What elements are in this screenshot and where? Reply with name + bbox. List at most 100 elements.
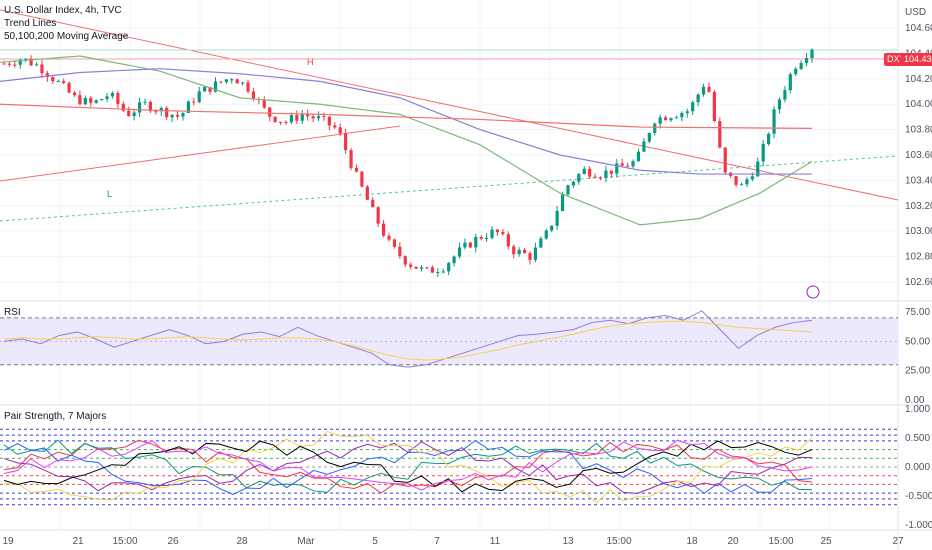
candle-body: [582, 168, 586, 175]
candle-body: [734, 176, 738, 185]
candle-body: [89, 97, 93, 103]
candle-body: [593, 176, 597, 178]
candle-body: [474, 237, 478, 248]
candle-body: [192, 101, 196, 103]
candle-body: [598, 177, 603, 179]
candle-body: [213, 81, 218, 92]
candle-body: [712, 92, 716, 122]
candle-body: [322, 116, 326, 118]
candle-body: [788, 74, 792, 91]
time-tick-label: 13: [562, 536, 574, 547]
candle-body: [571, 181, 575, 186]
candle-body: [810, 49, 814, 59]
candle-body: [170, 114, 174, 118]
strength-tick-label: 0.500: [905, 433, 930, 444]
candle-body: [268, 107, 272, 117]
pair-strength-title[interactable]: Pair Strength, 7 Majors: [4, 411, 107, 422]
candle-body: [13, 64, 17, 66]
candle-body: [772, 109, 776, 134]
candle-body: [739, 184, 744, 186]
strength-tick-label: 0.000: [905, 462, 930, 473]
time-tick-label: 7: [434, 536, 440, 547]
indicator-trend-lines[interactable]: Trend Lines: [4, 18, 57, 29]
candle-body: [148, 101, 153, 112]
candle-body: [799, 63, 803, 69]
candle-body: [642, 141, 646, 152]
candle-body: [522, 249, 527, 254]
time-tick-label: 26: [167, 536, 179, 547]
candle-body: [560, 194, 565, 211]
candle-body: [203, 86, 207, 92]
rsi-title[interactable]: RSI: [4, 307, 21, 318]
candle-body: [371, 199, 375, 208]
candle-body: [479, 237, 483, 239]
candle-body: [539, 238, 543, 248]
trend-line-resistance: [0, 9, 899, 201]
strength-series-line: [3, 439, 813, 491]
candle-body: [658, 117, 662, 124]
candle-body: [468, 242, 472, 248]
candle-body: [804, 58, 809, 64]
candle-body: [251, 91, 256, 100]
candle-body: [306, 114, 310, 117]
candle-body: [230, 79, 234, 81]
candle-body: [550, 225, 554, 231]
price-tick-label: 102.800: [905, 252, 932, 263]
price-tick-label: 102.600: [905, 277, 932, 288]
candle-body: [674, 117, 679, 119]
candle-body: [631, 161, 635, 167]
candle-body: [528, 253, 532, 260]
candle-body: [691, 102, 695, 112]
price-tick-label: 103.000: [905, 226, 932, 237]
strength-series-line: [3, 439, 813, 493]
candle-body: [512, 246, 516, 255]
time-tick-label: 15:00: [768, 536, 793, 547]
time-tick-label: 11: [490, 536, 501, 547]
candle-body: [414, 266, 418, 269]
candle-body: [533, 247, 538, 260]
candle-body: [24, 58, 28, 60]
candle-body: [718, 121, 722, 148]
chart-title: U.S. Dollar Index, 4h, TVC: [4, 5, 122, 16]
price-tick-label: 103.200: [905, 201, 932, 212]
candle-body: [517, 249, 521, 255]
candle-body: [626, 165, 630, 167]
candle-body: [197, 91, 201, 103]
strength-series-line: [3, 439, 813, 494]
candle-body: [544, 230, 548, 239]
candle-body: [295, 115, 299, 121]
rsi-tick-label: 75.00: [905, 307, 930, 318]
candle-body: [409, 264, 413, 267]
candle-body: [609, 170, 613, 174]
price-tick-label: 103.600: [905, 150, 932, 161]
candle-body: [100, 99, 104, 101]
candle-body: [457, 247, 462, 257]
high-marker: H: [307, 57, 314, 67]
candle-body: [143, 101, 147, 103]
candle-body: [490, 229, 494, 238]
candle-body: [338, 127, 342, 134]
candle-body: [750, 176, 754, 180]
candle-body: [685, 111, 689, 114]
candle-body: [430, 267, 435, 273]
candle-body: [485, 237, 489, 239]
candle-body: [181, 112, 185, 117]
candle-body: [246, 82, 250, 92]
price-tick-label: 103.800: [905, 125, 932, 136]
indicator-moving-average[interactable]: 50,100,200 Moving Average: [4, 31, 129, 42]
candle-body: [354, 167, 359, 172]
currency-label[interactable]: USD: [905, 7, 927, 18]
candle-body: [51, 77, 55, 82]
candle-body: [116, 92, 120, 104]
candle-body: [615, 163, 619, 174]
time-tick-label: 27: [892, 536, 904, 547]
price-tick-label: 104.200: [905, 74, 932, 85]
candle-body: [165, 107, 169, 118]
candle-body: [83, 97, 87, 105]
candle-body: [316, 116, 321, 119]
strength-tick-label: -1.000: [905, 520, 932, 531]
low-marker: L: [107, 189, 113, 199]
candle-body: [777, 99, 782, 110]
price-tick-label: 103.400: [905, 175, 932, 186]
candle-body: [506, 234, 510, 247]
